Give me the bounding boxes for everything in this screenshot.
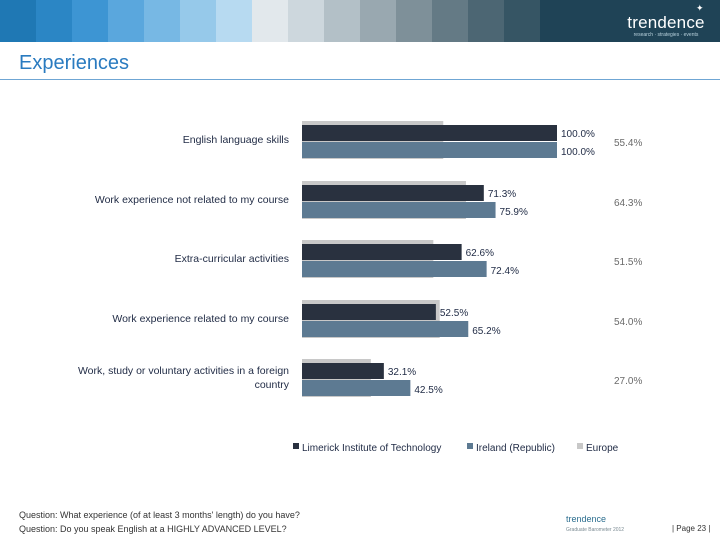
value-label-europe: 55.4% (614, 138, 642, 149)
stripe-segment (252, 0, 288, 42)
bar-ireland (302, 202, 496, 218)
stripe-segment (504, 0, 540, 42)
legend-label: Europe (586, 443, 619, 454)
bar-limerick (302, 363, 384, 379)
legend-swatch (293, 443, 299, 449)
stripe-segment (216, 0, 252, 42)
bar-limerick (302, 125, 557, 141)
stripe-segment (288, 0, 324, 42)
category-label: English language skills (183, 134, 289, 146)
value-label-europe: 27.0% (614, 376, 642, 387)
bar-ireland (302, 380, 411, 396)
value-label-europe: 51.5% (614, 257, 642, 268)
value-label-europe: 54.0% (614, 317, 642, 328)
trendence-logo: ✦ trendence research · strategies · even… (612, 0, 720, 42)
bar-limerick (302, 185, 484, 201)
question-2: Question: Do you speak English at a HIGH… (19, 524, 287, 534)
legend-label: Ireland (Republic) (476, 443, 555, 454)
page-number: | Page 23 | (672, 524, 711, 533)
stripe-segment (324, 0, 360, 42)
legend-swatch (577, 443, 583, 449)
stripe-segment (0, 0, 36, 42)
header-color-stripe (0, 0, 720, 42)
value-label-ireland: 75.9% (500, 207, 528, 218)
stripe-segment (360, 0, 396, 42)
question-1: Question: What experience (of at least 3… (19, 510, 300, 520)
title-divider (0, 79, 720, 80)
stripe-segment (540, 0, 576, 42)
bar-limerick (302, 304, 436, 320)
stripe-segment (432, 0, 468, 42)
stripe-segment (468, 0, 504, 42)
page-title: Experiences (19, 52, 130, 74)
footer-logo-subtitle: Graduate Barometer 2012 (566, 527, 625, 533)
legend-label: Limerick Institute of Technology (302, 443, 441, 454)
stripe-segment (180, 0, 216, 42)
stripe-segment (144, 0, 180, 42)
logo-text: trendence (627, 13, 705, 32)
value-label-europe: 64.3% (614, 198, 642, 209)
stripe-segment (36, 0, 72, 42)
value-label-ireland: 42.5% (414, 385, 442, 396)
value-label-ireland: 72.4% (491, 266, 519, 277)
bar-ireland (302, 261, 487, 277)
legend-swatch (467, 443, 473, 449)
bar-ireland (302, 321, 469, 337)
value-label-limerick: 32.1% (388, 367, 416, 378)
stripe-segment (72, 0, 108, 42)
category-label: Extra-curricular activities (175, 253, 289, 265)
stripe-segment (108, 0, 144, 42)
value-label-limerick: 52.5% (440, 308, 468, 319)
value-label-limerick: 71.3% (488, 189, 516, 200)
stripe-segment (576, 0, 612, 42)
category-label: Work experience not related to my course (95, 194, 289, 206)
logo-sparkle-icon: ✦ (696, 3, 704, 13)
value-label-limerick: 100.0% (561, 129, 595, 140)
bar-limerick (302, 244, 462, 260)
value-label-limerick: 62.6% (466, 248, 494, 259)
bar-ireland (302, 142, 557, 158)
value-label-ireland: 65.2% (472, 326, 500, 337)
category-label: Work, study or voluntary activities in a… (78, 365, 290, 391)
value-label-ireland: 100.0% (561, 147, 595, 158)
stripe-segment (396, 0, 432, 42)
footer-logo: trendence (566, 514, 607, 524)
logo-tagline: research · strategies · events (633, 32, 699, 38)
category-label: Work experience related to my course (112, 313, 289, 325)
